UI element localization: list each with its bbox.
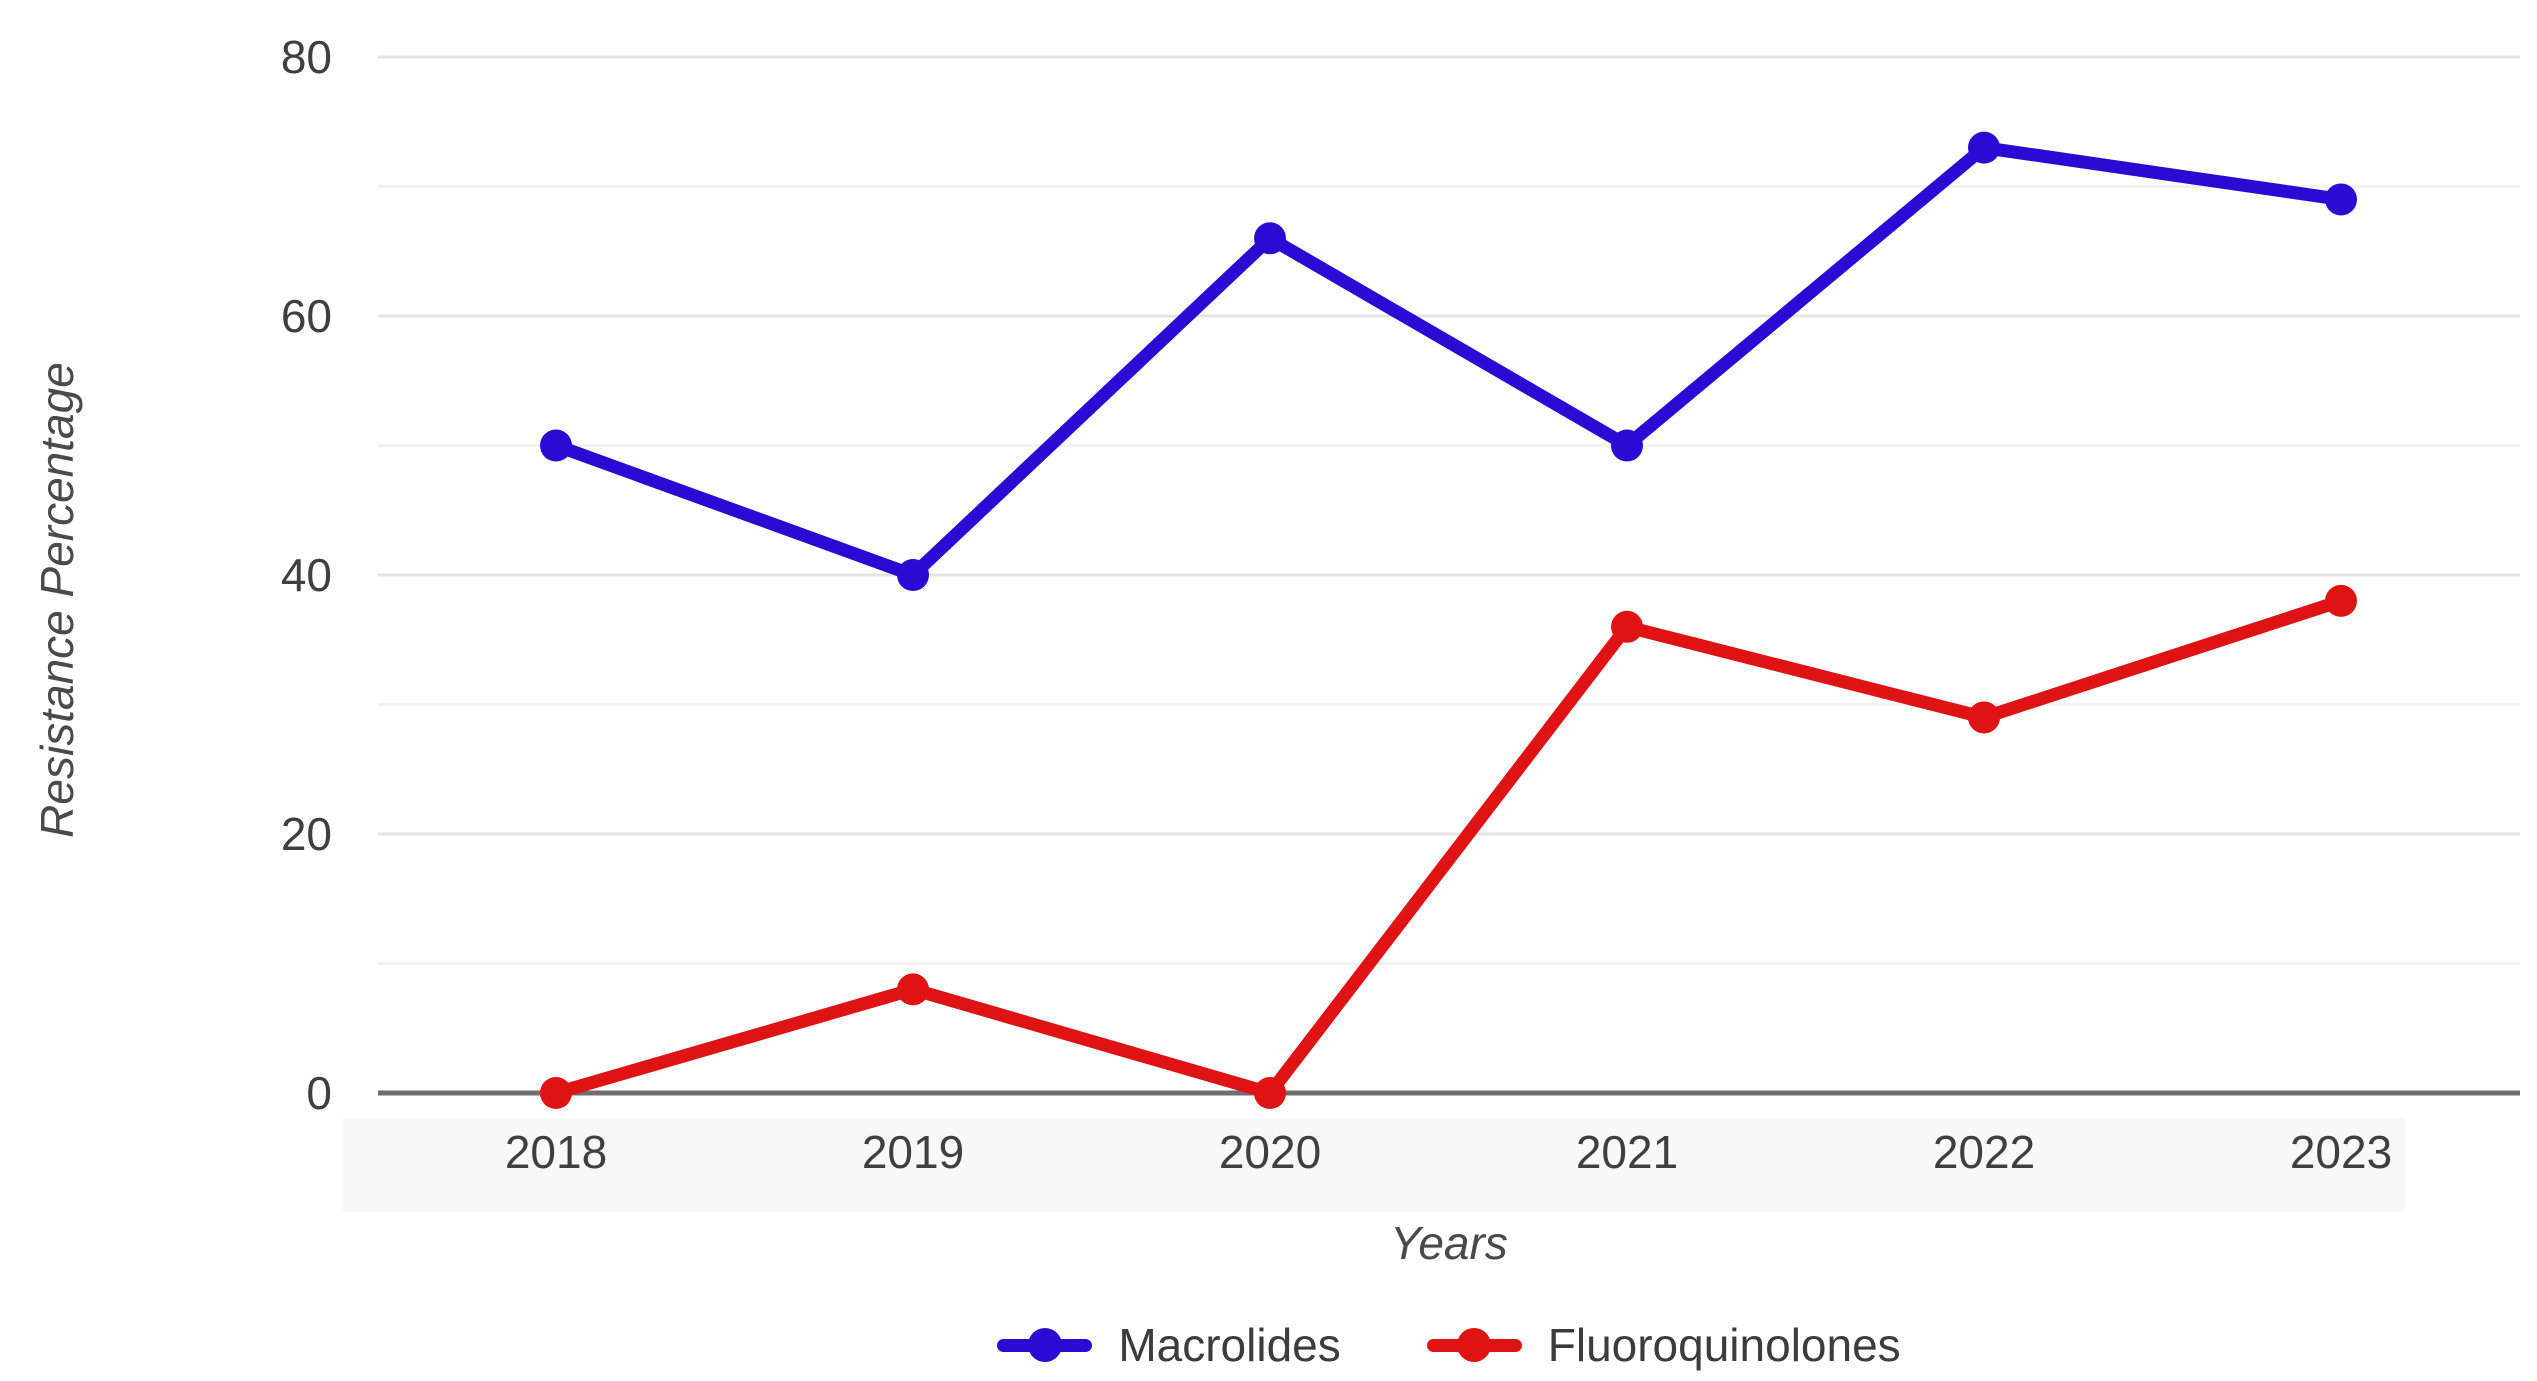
y-tick-label: 40 [281,549,332,601]
series-line-fluoroquinolones [549,594,2348,1100]
x-tick-label: 2021 [1576,1126,1678,1178]
legend-item-fluoroquinolones: Fluoroquinolones [1426,1318,1901,1372]
x-tick-label: 2018 [505,1126,607,1178]
legend-line-dot-marker [1426,1338,1522,1352]
data-point-macrolides [1968,131,2000,164]
data-point-fluoroquinolones [1968,701,2000,734]
y-tick-label: 60 [281,290,332,342]
x-tick-label: 2023 [2290,1126,2392,1178]
data-point-fluoroquinolones [1254,1077,1286,1109]
data-point-macrolides [2325,183,2357,216]
data-point-macrolides [1254,222,1286,255]
legend-item-macrolides: Macrolides [997,1318,1341,1372]
x-tick-label: 2022 [1933,1126,2035,1178]
data-point-macrolides [1611,429,1643,462]
y-tick-label: 0 [306,1067,332,1119]
data-point-fluoroquinolones [1611,610,1643,643]
x-axis-title: Years [1390,1217,1508,1269]
y-tick-label: 80 [281,31,332,83]
data-point-macrolides [897,559,929,591]
data-point-fluoroquinolones [540,1077,572,1109]
data-point-macrolides [540,429,572,462]
legend: Macrolides Fluoroquinolones [378,1310,2520,1380]
y-axis-title: Resistance Percentage [31,362,83,838]
data-point-fluoroquinolones [2325,584,2357,617]
legend-label: Fluoroquinolones [1547,1319,1901,1371]
x-tick-label: 2019 [862,1126,964,1178]
legend-line-dot-marker [997,1338,1093,1352]
legend-label: Macrolides [1118,1319,1341,1371]
series-line-macrolides [549,141,2348,582]
data-point-fluoroquinolones [897,973,929,1006]
y-tick-label: 20 [281,808,332,860]
x-tick-label: 2020 [1219,1126,1321,1178]
x-label-band [343,1118,2405,1212]
